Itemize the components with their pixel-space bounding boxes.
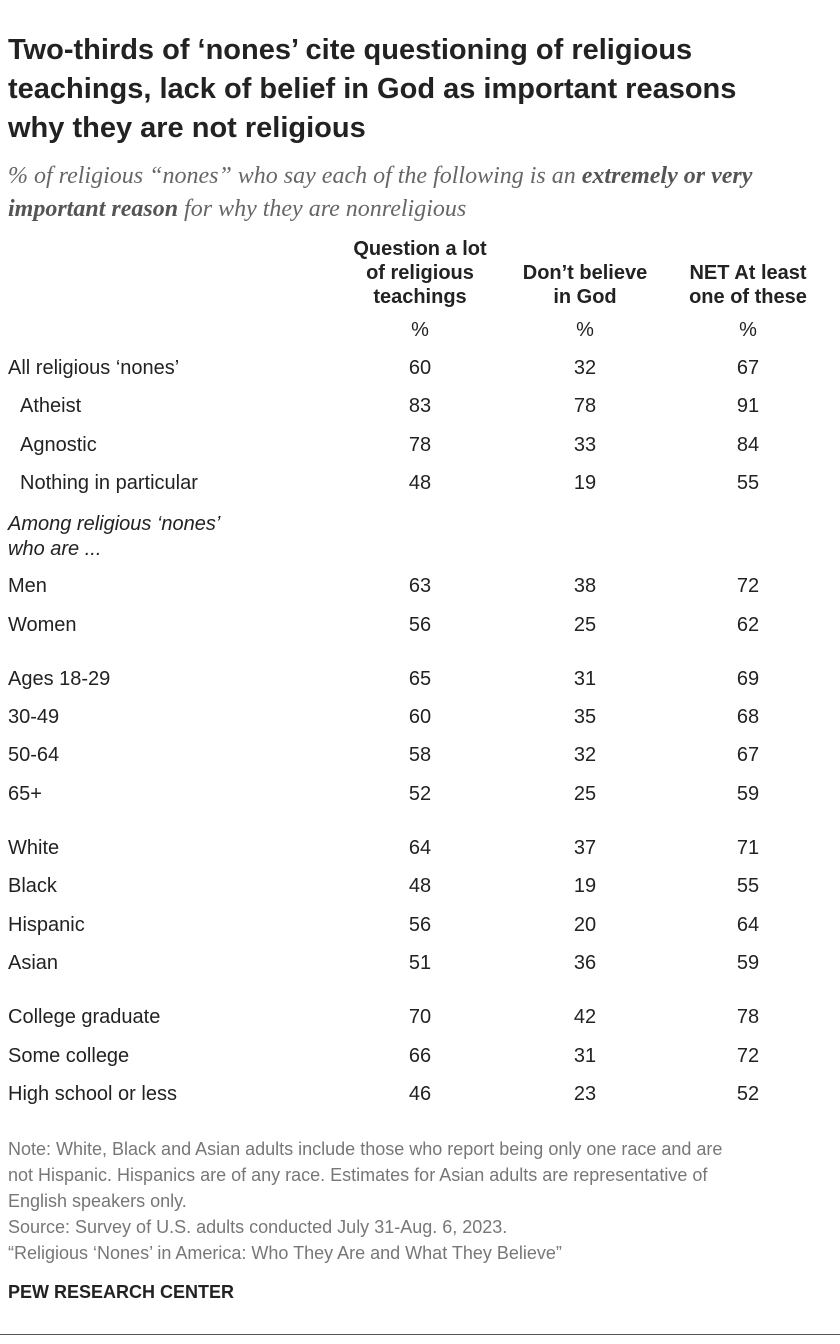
cell-value: 56 <box>408 913 432 936</box>
row-label: College graduate <box>8 1006 161 1029</box>
cell-value: 52 <box>736 1082 760 1105</box>
brand: PEW RESEARCH CENTER <box>8 1282 235 1302</box>
note-line: not Hispanic. Hispanics are of any race.… <box>8 1165 708 1185</box>
cell-value: 66 <box>408 1044 432 1067</box>
row-label: Some college <box>8 1044 130 1067</box>
column-header: teachings <box>373 286 467 308</box>
cell-value: 83 <box>408 395 432 418</box>
cell-value: 25 <box>573 613 597 636</box>
row-label: Women <box>8 613 77 636</box>
row-label: White <box>8 837 60 859</box>
cell-value: 67 <box>736 744 760 767</box>
column-header: Don’t believe <box>522 262 648 284</box>
cell-value: 46 <box>408 1082 432 1105</box>
cell-value: 42 <box>573 1006 597 1029</box>
cell-value: 56 <box>408 613 432 636</box>
cell-value: 51 <box>408 951 432 974</box>
cell-value: 20 <box>573 913 597 936</box>
row-label: High school or less <box>8 1082 177 1105</box>
row-label: Men <box>8 575 47 598</box>
row-label: Atheist <box>20 395 82 418</box>
title-line: Two-thirds of ‘nones’ cite questioning o… <box>8 34 693 66</box>
bottom-rule <box>0 1334 840 1335</box>
cell-value: 69 <box>736 667 760 690</box>
cell-value: 60 <box>408 706 432 729</box>
cell-value: 84 <box>736 433 760 456</box>
cell-value: 65 <box>408 667 432 690</box>
note-line: English speakers only. <box>8 1191 187 1211</box>
row-label: 50-64 <box>8 744 60 767</box>
row-label: Asian <box>8 951 59 974</box>
cell-value: 62 <box>736 613 760 636</box>
column-header: NET At least <box>689 262 807 284</box>
row-label: Ages 18-29 <box>8 667 111 690</box>
row-label: Hispanic <box>8 913 85 936</box>
row-label: 65+ <box>8 782 42 805</box>
title-line: teachings, lack of belief in God as impo… <box>8 73 737 105</box>
column-header: of religious <box>366 262 474 284</box>
source: Source: Survey of U.S. adults conducted … <box>8 1217 508 1237</box>
cell-value: 37 <box>573 837 597 859</box>
cell-value: 72 <box>736 575 760 598</box>
cell-value: 55 <box>736 471 760 494</box>
cell-value: 55 <box>736 875 760 898</box>
cell-value: 52 <box>408 782 432 805</box>
cell-value: 31 <box>573 667 597 690</box>
cell-value: 36 <box>573 951 597 974</box>
note-line: Note: White, Black and Asian adults incl… <box>8 1139 723 1159</box>
column-header: in God <box>553 286 617 308</box>
cell-value: 58 <box>408 744 432 767</box>
cell-value: 78 <box>408 433 432 456</box>
cell-value: 25 <box>573 782 597 805</box>
section-heading: Among religious ‘nones’ <box>8 513 221 536</box>
subtitle-text: % of religious “nones” who say each of t… <box>8 163 582 189</box>
row-label: Nothing in particular <box>20 471 198 494</box>
report-title: “Religious ‘Nones’ in America: Who They … <box>8 1243 562 1263</box>
subtitle: % of religious “nones” who say each of t… <box>8 160 808 226</box>
cell-value: 59 <box>736 951 760 974</box>
cell-value: 68 <box>736 706 760 729</box>
cell-value: 59 <box>736 782 760 805</box>
subtitle-text: for why they are nonreligious <box>178 196 467 222</box>
subtitle-emphasis: extremely or very important reason <box>8 163 753 222</box>
section-heading: who are ... <box>8 538 102 561</box>
row-label: All religious ‘nones’ <box>8 357 180 379</box>
unit-label: % <box>576 319 594 341</box>
row-label: Agnostic <box>20 433 97 456</box>
cell-value: 48 <box>408 875 432 898</box>
cell-value: 38 <box>573 575 597 598</box>
cell-value: 78 <box>573 395 597 418</box>
cell-value: 91 <box>736 395 760 418</box>
cell-value: 63 <box>408 575 432 598</box>
unit-label: % <box>739 319 757 341</box>
column-header: Question a lot <box>353 238 487 260</box>
title-line: why they are not religious <box>8 112 366 144</box>
cell-value: 78 <box>736 1006 760 1029</box>
cell-value: 72 <box>736 1044 760 1067</box>
cell-value: 33 <box>573 433 597 456</box>
unit-label: % <box>411 319 429 341</box>
cell-value: 23 <box>573 1082 597 1105</box>
cell-value: 64 <box>408 837 432 859</box>
cell-value: 71 <box>736 837 760 859</box>
row-label: 30-49 <box>8 706 60 729</box>
cell-value: 19 <box>573 875 597 898</box>
cell-value: 32 <box>573 744 597 767</box>
cell-value: 32 <box>573 357 597 379</box>
cell-value: 60 <box>408 357 432 379</box>
cell-value: 70 <box>408 1006 432 1029</box>
cell-value: 19 <box>573 471 597 494</box>
column-header: one of these <box>689 286 807 308</box>
cell-value: 67 <box>736 357 760 379</box>
cell-value: 48 <box>408 471 432 494</box>
row-label: Black <box>8 875 57 898</box>
cell-value: 31 <box>573 1044 597 1067</box>
cell-value: 64 <box>736 913 760 936</box>
cell-value: 35 <box>573 706 597 729</box>
